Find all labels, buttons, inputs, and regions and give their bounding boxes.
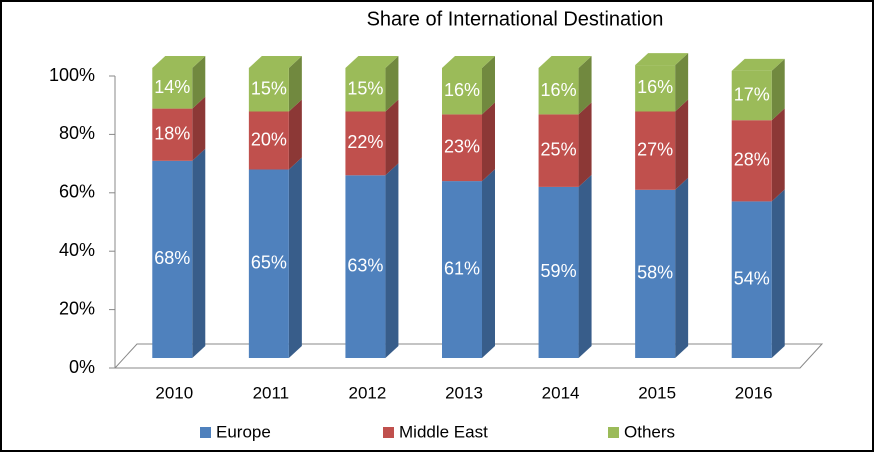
bar-top: [538, 56, 592, 68]
data-label: 16%: [444, 80, 480, 100]
data-label: 68%: [154, 248, 190, 268]
data-label: 54%: [734, 268, 770, 288]
bar-side: [578, 174, 592, 358]
legend-swatch: [200, 427, 211, 438]
chart-title: Share of International Destination: [367, 8, 664, 30]
legend-swatch: [608, 427, 619, 438]
bar-side: [578, 102, 592, 187]
bar-top: [635, 53, 689, 66]
y-tick-label: 100%: [49, 65, 95, 85]
x-tick-label: 2010: [155, 383, 193, 402]
x-tick-label: 2011: [253, 383, 290, 402]
x-tick-label: 2013: [445, 383, 483, 402]
bar: [442, 68, 482, 115]
bar-side: [675, 53, 689, 112]
data-label: 23%: [444, 137, 480, 157]
data-label: 15%: [347, 79, 383, 99]
bar-side: [482, 56, 495, 115]
data-label: 22%: [347, 132, 383, 152]
floor: [113, 343, 824, 369]
bar-side: [482, 102, 495, 182]
legend-label: Others: [624, 422, 675, 441]
legend-swatch: [383, 427, 394, 438]
data-label: 28%: [734, 150, 770, 170]
bar-top: [248, 56, 302, 68]
bar: [152, 68, 193, 109]
y-tick-label: 60%: [59, 182, 95, 202]
bar: [442, 181, 482, 358]
data-label: 15%: [251, 79, 287, 99]
data-label: 58%: [637, 263, 673, 283]
data-label: 14%: [154, 77, 190, 97]
bar-side: [675, 99, 689, 190]
bar: [731, 70, 772, 121]
bar-side: [482, 169, 495, 358]
bar-side: [675, 177, 689, 358]
data-label: 17%: [734, 84, 770, 104]
bar-side: [771, 108, 785, 202]
data-label: 65%: [251, 253, 287, 273]
bar: [442, 114, 482, 182]
bar: [731, 201, 772, 358]
bar: [635, 189, 676, 358]
data-label: 27%: [637, 139, 673, 159]
bar-side: [385, 163, 399, 358]
x-tick-label: 2014: [542, 383, 580, 402]
bar-top: [345, 56, 399, 68]
bar-side: [192, 56, 206, 109]
bar: [248, 111, 289, 170]
x-tick-label: 2015: [638, 383, 676, 402]
bar-side: [771, 58, 785, 121]
bar: [345, 68, 386, 112]
bar: [635, 65, 676, 112]
bar-side: [192, 96, 206, 161]
bar-side: [288, 56, 302, 112]
bar: [731, 120, 772, 202]
data-label: 61%: [444, 258, 480, 278]
data-label: 18%: [154, 123, 190, 143]
bar: [635, 111, 676, 190]
data-label: 63%: [347, 255, 383, 275]
bar: [152, 160, 193, 358]
bar-top: [442, 56, 495, 68]
bar: [538, 186, 579, 358]
y-tick-label: 40%: [59, 240, 95, 260]
bar: [345, 175, 386, 358]
bar-side: [288, 157, 302, 358]
legend-label: Europe: [216, 422, 271, 441]
data-label: 16%: [637, 77, 673, 97]
x-tick-label: 2012: [349, 383, 387, 402]
bar-side: [288, 99, 302, 170]
y-tick-label: 80%: [59, 123, 95, 143]
bar-side: [192, 148, 206, 358]
y-tick-label: 20%: [59, 298, 95, 318]
bar-side: [771, 189, 785, 358]
bar: [152, 108, 193, 161]
bar: [248, 169, 289, 358]
bar: [248, 68, 289, 112]
bar: [538, 68, 579, 115]
bar: [345, 111, 386, 176]
bar-top: [731, 58, 785, 71]
data-label: 20%: [251, 129, 287, 149]
x-tick-label: 2016: [735, 383, 773, 402]
bar: [538, 114, 579, 187]
bar-side: [385, 56, 399, 112]
bar-top: [152, 56, 206, 68]
data-label: 59%: [541, 261, 577, 281]
bar-side: [385, 99, 399, 176]
data-label: 16%: [541, 80, 577, 100]
legend-label: Middle East: [399, 422, 488, 441]
y-tick-label: 0%: [69, 357, 95, 377]
data-label: 25%: [541, 139, 577, 159]
bar-side: [578, 56, 592, 115]
